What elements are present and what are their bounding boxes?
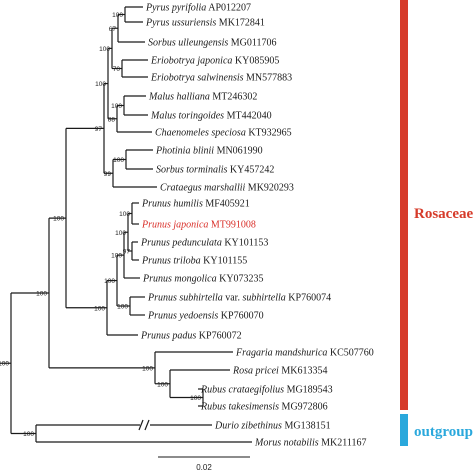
taxon-label: Prunus mongolica KY073235	[142, 274, 264, 285]
taxon-label: Eriobotrya japonica KY085905	[150, 56, 279, 67]
taxon-label: Sorbus ulleungensis MG011706	[148, 38, 277, 49]
bootstrap-value: 99	[104, 171, 112, 178]
taxon-label: Rubus takesimensis MG972806	[200, 402, 328, 413]
bootstrap-value: 100	[111, 253, 122, 260]
bootstrap-value: 100	[119, 211, 130, 218]
bootstrap-value: 100	[157, 381, 168, 388]
taxon-label: Malus halliana MT246302	[148, 92, 257, 103]
scale-label: 0.02	[196, 463, 212, 472]
branch	[144, 419, 150, 431]
taxon-label: Sorbus torminalis KY457242	[156, 165, 274, 176]
rosaceae-label: Rosaceae	[414, 206, 473, 222]
taxon-label: Rosa pricei MK613354	[232, 366, 327, 377]
taxon-label: Chaenomeles speciosa KT932965	[155, 128, 292, 139]
bootstrap-value: 100	[190, 395, 201, 402]
bootstrap-value: 88	[108, 116, 116, 123]
bootstrap-value: 100	[0, 361, 9, 368]
bootstrap-value: 100	[111, 103, 122, 110]
taxon-label: Eriobotrya salwinensis MN577883	[150, 73, 292, 84]
taxon-labels: Pyrus pyrifolia AP012207 Pyrus ussuriensi…	[140, 3, 374, 449]
taxon-label: Durio zibethinus MG138151	[214, 421, 331, 432]
taxon-label: Prunus padus KP760072	[140, 331, 242, 342]
bootstrap-value: 100	[113, 157, 124, 164]
taxon-label: Prunus subhirtella var. subhirtella KP76…	[147, 293, 331, 304]
bootstrap-value: 97	[95, 126, 103, 133]
taxon-label: Crataegus marshallii MK920293	[160, 183, 294, 194]
bootstrap-value: 100	[99, 46, 110, 53]
bootstrap-value: 100	[36, 290, 47, 297]
taxon-label: Fragaria mandshurica KC507760	[235, 348, 374, 359]
taxon-label: Prunus humilis MF405921	[141, 199, 250, 210]
taxon-label: Prunus yedoensis KP760070	[147, 311, 264, 322]
bootstrap-value: 100	[142, 365, 153, 372]
bootstrap-values: 1006770100100881001009997100971001001001…	[0, 12, 201, 438]
bootstrap-value: 67	[109, 26, 117, 33]
outgroup-label: outgroup	[414, 424, 473, 440]
taxon-label: Malus toringoides MT442040	[150, 111, 272, 122]
bootstrap-value: 100	[115, 230, 126, 237]
bootstrap-value: 100	[112, 12, 123, 19]
taxon-label: Photinia blinii MN061990	[155, 146, 263, 157]
bootstrap-value: 100	[53, 216, 64, 223]
bootstrap-value: 100	[104, 278, 115, 285]
tree-branches	[0, 6, 252, 443]
taxon-label: Morus notabilis MK211167	[254, 438, 367, 449]
bootstrap-value: 100	[95, 81, 106, 88]
bootstrap-value: 100	[94, 305, 105, 312]
bootstrap-value: 70	[113, 66, 121, 73]
taxon-label: Pyrus pyrifolia AP012207	[145, 3, 251, 14]
taxon-label: Prunus triloba KY101155	[141, 256, 247, 267]
taxon-label: Prunus japonica MT991008	[141, 220, 256, 231]
bootstrap-value: 97	[123, 249, 131, 256]
bootstrap-value: 100	[117, 304, 128, 311]
taxon-label: Pyrus ussuriensis MK172841	[145, 18, 265, 29]
taxon-label: Rubus crataegifolius MG189543	[200, 385, 333, 396]
branch	[138, 419, 144, 431]
bootstrap-value: 100	[23, 431, 34, 438]
taxon-label: Prunus pedunculata KY101153	[140, 238, 268, 249]
